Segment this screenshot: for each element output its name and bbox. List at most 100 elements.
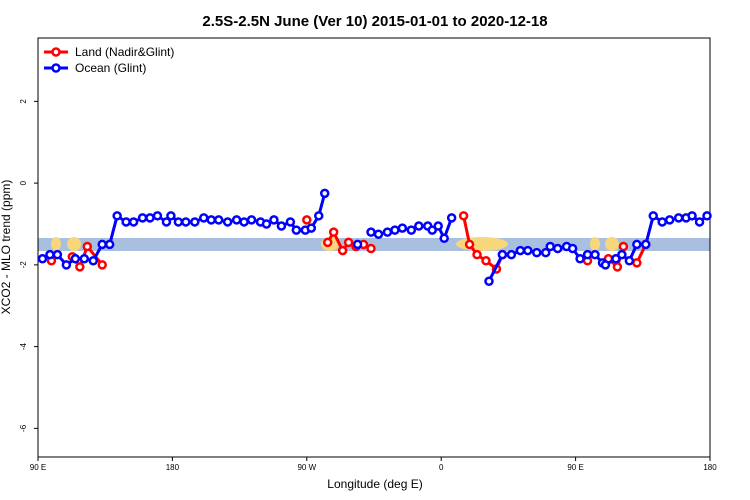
data-point [319, 188, 330, 199]
data-point [458, 211, 469, 221]
data-point [285, 217, 296, 227]
data-point [79, 253, 90, 264]
x-tick-label: 90 W [297, 463, 316, 472]
data-point [128, 217, 139, 227]
data-point [166, 211, 176, 221]
land-mask [51, 237, 61, 251]
legend-label: Land (Nadir&Glint) [75, 45, 174, 59]
data-point [515, 245, 526, 256]
data-point [497, 249, 508, 260]
land-mask [67, 237, 81, 251]
data-point [673, 213, 684, 223]
data-point [231, 215, 242, 225]
data-point [641, 239, 651, 250]
y-tick-label: 0 [19, 180, 28, 185]
data-point [617, 249, 627, 260]
data-point [472, 249, 482, 260]
reference-band [38, 238, 710, 251]
land-mask [605, 237, 619, 251]
data-point [261, 219, 272, 229]
plot-frame [37, 37, 711, 458]
data-point [239, 217, 249, 227]
data-point [366, 227, 376, 237]
y-tick-label: -2 [19, 261, 28, 269]
data-point [687, 211, 697, 221]
data-point [427, 225, 437, 235]
y-axis-label: XCO2 - MLO trend (ppm) [0, 180, 13, 315]
legend-label: Ocean (Glint) [75, 61, 146, 75]
data-point [600, 260, 611, 270]
data-point [624, 256, 635, 266]
data-point [433, 221, 443, 231]
data-point [61, 260, 72, 270]
data-point [145, 213, 155, 223]
data-point [390, 225, 400, 235]
data-point [545, 241, 555, 252]
data-point [611, 253, 621, 264]
x-tick-label: 90 E [567, 463, 583, 472]
data-point [112, 211, 122, 221]
data-point [612, 262, 623, 272]
legend-marker [51, 47, 61, 57]
data-point [121, 217, 131, 227]
y-tick-label: 2 [19, 99, 28, 104]
data-point [206, 215, 216, 225]
data-point [567, 243, 578, 254]
data-point [52, 249, 63, 260]
data-point [657, 217, 667, 227]
data-point [322, 237, 333, 248]
data-point [484, 276, 494, 286]
data-point [82, 241, 93, 252]
data-point [582, 249, 593, 260]
data-point [481, 256, 491, 266]
data-point [313, 211, 324, 221]
data-point [199, 213, 209, 223]
data-point [439, 233, 449, 244]
data-point [37, 253, 48, 264]
x-tick-label: 0 [439, 463, 444, 472]
y-tick-label: -4 [19, 343, 28, 351]
data-point [406, 225, 417, 235]
data-point [397, 223, 408, 233]
data-point [306, 223, 317, 233]
data-point [343, 237, 354, 248]
data-point [75, 262, 85, 272]
x-tick-label: 180 [166, 463, 180, 472]
data-point [181, 217, 191, 227]
land-mask [590, 237, 600, 251]
data-point [464, 239, 475, 250]
data-point [648, 211, 659, 221]
data-point [632, 258, 642, 268]
data-point [532, 247, 542, 258]
x-tick-label: 90 E [30, 463, 46, 472]
data-point [664, 215, 675, 225]
data-point [540, 247, 551, 258]
data-point [70, 253, 81, 264]
data-point [373, 229, 384, 239]
chart-title: 2.5S-2.5N June (Ver 10) 2015-01-01 to 20… [202, 13, 547, 30]
data-point [152, 211, 163, 221]
data-point [618, 241, 629, 252]
x-axis-label: Longitude (deg E) [327, 477, 422, 491]
data-point [382, 227, 393, 237]
data-point [45, 249, 55, 260]
y-tick-label: -6 [19, 424, 28, 432]
data-point [446, 213, 457, 223]
land-mask [456, 237, 508, 251]
data-point [291, 225, 302, 235]
data-point [523, 245, 533, 256]
legend-marker [51, 63, 61, 73]
data-point [352, 239, 363, 250]
data-point [276, 221, 287, 231]
data-point [97, 260, 107, 270]
data-point [104, 239, 115, 250]
legend: Land (Nadir&Glint) Ocean (Glint) [44, 45, 174, 75]
data-point [702, 211, 712, 221]
data-point [414, 221, 424, 231]
data-point [137, 213, 148, 223]
data-point [552, 243, 563, 254]
data-point [575, 253, 585, 264]
data-point [173, 217, 184, 227]
data-point [269, 215, 279, 225]
